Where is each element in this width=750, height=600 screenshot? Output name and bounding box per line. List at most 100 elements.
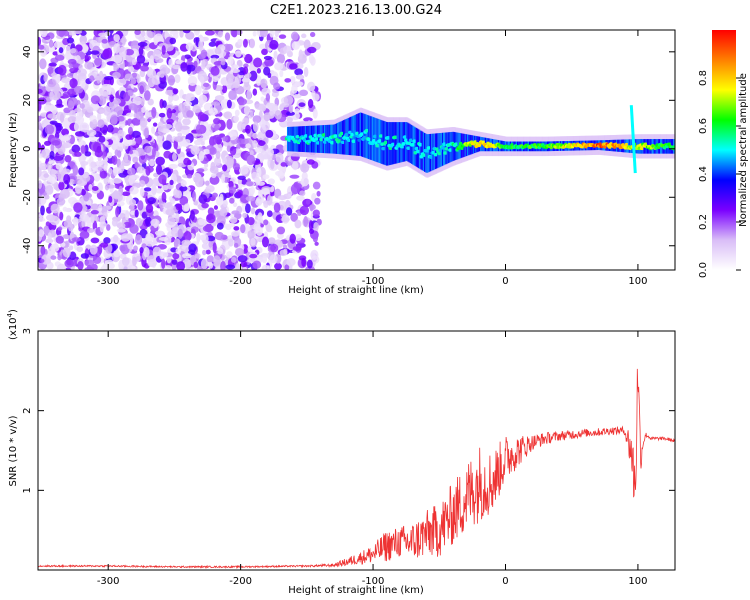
noise-blob — [205, 249, 211, 255]
noise-blob — [252, 115, 262, 124]
signal-core — [426, 146, 432, 150]
noise-blob — [64, 240, 70, 248]
signal-core — [672, 145, 675, 149]
noise-blob — [200, 141, 205, 146]
noise-blob — [155, 188, 164, 194]
noise-blob — [166, 107, 172, 119]
noise-blob — [193, 261, 199, 269]
signal-body — [370, 116, 373, 160]
noise-blob — [216, 222, 224, 230]
signal-body — [322, 125, 325, 154]
noise-blob — [108, 168, 113, 175]
noise-blob — [296, 195, 305, 201]
noise-blob — [270, 243, 279, 253]
noise-blob — [266, 194, 273, 206]
signal-core — [339, 131, 344, 136]
noise-blob — [141, 30, 146, 37]
signal-core — [314, 137, 319, 141]
noise-blob — [208, 241, 213, 248]
noise-blob — [237, 175, 246, 180]
noise-blob — [278, 34, 287, 39]
noise-blob — [175, 247, 182, 255]
noise-blob — [49, 90, 55, 101]
noise-blob — [127, 66, 135, 73]
noise-blob — [136, 73, 141, 84]
noise-blob — [74, 131, 85, 137]
noise-blob — [74, 151, 82, 157]
noise-blob — [194, 176, 204, 188]
noise-blob — [233, 226, 240, 231]
noise-blob — [212, 79, 217, 91]
y-tick-label: -20 — [22, 189, 33, 205]
noise-blob — [161, 191, 167, 203]
noise-blob — [121, 159, 131, 167]
noise-blob — [217, 250, 224, 255]
noise-blob — [79, 103, 85, 109]
noise-blob — [203, 82, 210, 88]
noise-blob — [301, 257, 306, 267]
noise-blob — [269, 39, 279, 50]
noise-blob — [62, 142, 72, 149]
noise-blob — [91, 185, 99, 192]
noise-blob — [111, 155, 118, 166]
noise-blob — [145, 85, 150, 91]
signal-core — [393, 135, 398, 140]
noise-blob — [133, 245, 138, 252]
noise-blob — [210, 101, 221, 106]
noise-blob — [77, 68, 87, 77]
noise-blob — [154, 230, 164, 236]
noise-blob — [185, 42, 194, 51]
noise-blob — [121, 257, 130, 266]
noise-blob — [52, 51, 59, 56]
noise-blob — [60, 242, 66, 247]
noise-blob — [130, 210, 136, 215]
chart-title: C2E1.2023.216.13.00.G24 — [270, 3, 442, 18]
noise-blob — [106, 151, 113, 159]
noise-blob — [201, 202, 209, 209]
noise-blob — [262, 174, 270, 180]
noise-blob — [299, 205, 310, 216]
noise-blob — [214, 95, 225, 101]
signal-body — [451, 131, 454, 162]
noise-blob — [173, 238, 179, 249]
noise-blob — [267, 72, 272, 79]
noise-blob — [144, 145, 152, 154]
noise-blob — [144, 127, 150, 139]
noise-blob — [264, 58, 274, 67]
noise-blob — [157, 121, 164, 132]
y-tick-label: 40 — [22, 45, 33, 58]
noise-blob — [43, 104, 52, 112]
noise-blob — [41, 148, 51, 159]
noise-blob — [126, 112, 135, 118]
noise-blob — [145, 204, 154, 213]
noise-blob — [226, 99, 232, 109]
noise-blob — [151, 184, 157, 195]
noise-blob — [240, 178, 248, 185]
noise-blob — [232, 82, 241, 89]
signal-core — [438, 148, 443, 153]
noise-blob — [38, 36, 42, 47]
noise-blob — [114, 149, 119, 156]
spectrogram-x-axis-label: Height of straight line (km) — [288, 285, 424, 296]
noise-blob — [190, 210, 195, 221]
noise-blob — [130, 78, 137, 85]
noise-blob — [252, 121, 259, 132]
noise-blob — [79, 213, 90, 222]
noise-blob — [90, 161, 97, 168]
noise-blob — [63, 173, 71, 185]
noise-blob — [204, 180, 210, 186]
noise-blob — [77, 261, 84, 270]
noise-blob — [291, 41, 301, 50]
noise-blob — [106, 224, 111, 231]
signal-body — [338, 122, 341, 155]
signal-body — [329, 124, 333, 154]
signal-core — [411, 142, 416, 147]
noise-blob — [303, 67, 309, 78]
noise-blob — [47, 79, 56, 88]
noise-blob — [45, 221, 50, 227]
noise-blob — [290, 212, 298, 222]
noise-blob — [186, 174, 193, 179]
noise-blob — [113, 54, 123, 64]
noise-blob — [134, 161, 139, 169]
noise-blob — [99, 223, 105, 233]
